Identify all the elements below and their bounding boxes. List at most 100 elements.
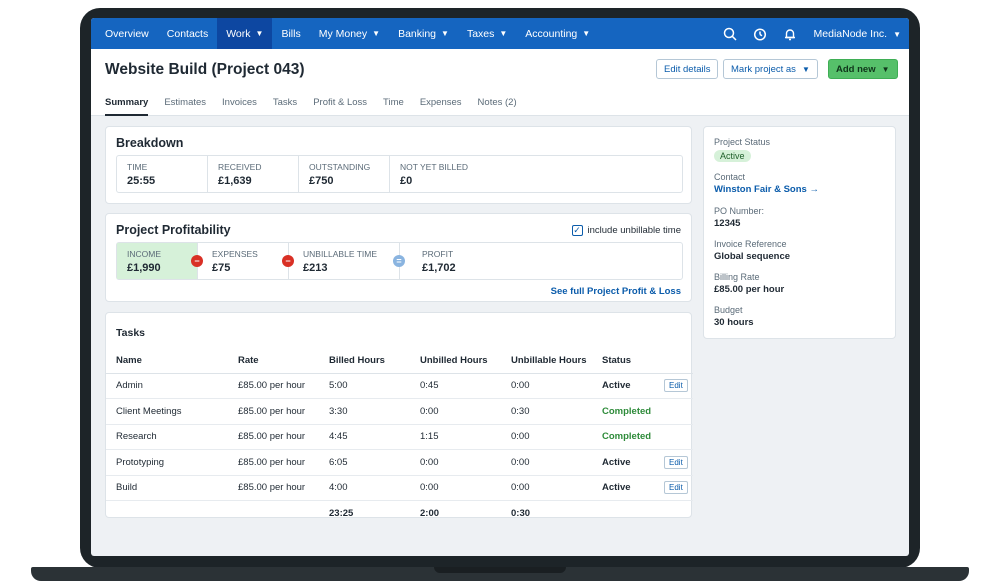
nav-label: My Money [318, 27, 368, 40]
task-billed: 4:00 [319, 475, 410, 501]
tab-estimates[interactable]: Estimates [164, 97, 207, 108]
total-empty [592, 501, 654, 527]
contact-link[interactable]: Winston Fair & Sons → [714, 184, 819, 195]
chevron-down-icon: ▼ [499, 29, 508, 38]
nav-label: Contacts [166, 27, 209, 40]
po-value: 12345 [714, 218, 741, 229]
col-unbilled-hours: Unbilled Hours [410, 348, 501, 374]
stat-label: Received [218, 162, 262, 172]
company-name: MediaNode Inc. [813, 27, 888, 40]
mark-project-label: Mark project as [731, 63, 796, 75]
col-name: Name [106, 348, 228, 374]
total-empty [654, 501, 693, 527]
tasks-title: Tasks [116, 327, 145, 339]
add-new-button[interactable]: Add new ▼ [828, 59, 898, 79]
minus-icon: − [191, 255, 203, 267]
task-billed: 6:05 [319, 449, 410, 476]
task-status: Completed [592, 398, 654, 425]
search-icon[interactable] [722, 26, 738, 42]
equals-icon: = [393, 255, 405, 267]
task-name: Build [106, 475, 228, 501]
tab-tasks[interactable]: Tasks [272, 97, 298, 108]
nav-label: Taxes [466, 27, 495, 40]
task-unbillable: 0:00 [501, 449, 592, 476]
breakdown-stats: Time 25:55 Received £1,639 Outstanding £… [116, 155, 683, 193]
include-unbillable-toggle[interactable]: ✓ include unbillable time [571, 225, 681, 236]
col-unbillable-hours: Unbillable Hours [501, 348, 592, 374]
task-actions [654, 398, 693, 425]
task-rate: £85.00 per hour [228, 373, 319, 399]
nav-accounting[interactable]: Accounting ▼ [516, 18, 599, 49]
stat-label: Unbillable time [303, 249, 378, 259]
billing-rate-value: £85.00 per hour [714, 284, 785, 295]
po-number: PO Number: 12345 [714, 206, 764, 229]
timer-icon[interactable] [752, 26, 768, 42]
company-menu[interactable]: MediaNode Inc. ▼ [814, 28, 901, 40]
stat-label: Income [127, 249, 161, 259]
nav-taxes[interactable]: Taxes ▼ [458, 18, 516, 49]
edit-task-button[interactable]: Edit [664, 481, 688, 495]
chevron-down-icon: ▼ [801, 64, 810, 74]
stat-label: Outstanding [309, 162, 371, 172]
nav-label: Work [226, 27, 251, 40]
task-status: Completed [592, 424, 654, 450]
contact: Contact Winston Fair & Sons → [714, 172, 819, 195]
nav-bills[interactable]: Bills [272, 18, 309, 49]
stat-value: £1,990 [127, 262, 161, 274]
nav-label: Bills [281, 27, 301, 40]
mark-project-button[interactable]: Mark project as ▼ [723, 59, 818, 79]
stat-label: Expenses [212, 249, 258, 259]
tab-expenses[interactable]: Expenses [419, 97, 462, 108]
tab-time[interactable]: Time [383, 97, 404, 108]
chevron-down-icon: ▼ [893, 29, 901, 39]
nav-label: Banking [398, 27, 437, 40]
nav-overview[interactable]: Overview [96, 18, 158, 49]
full-profit-loss-link[interactable]: See full Project Profit & Loss [550, 286, 681, 297]
task-unbillable: 0:00 [501, 475, 592, 501]
tab-summary[interactable]: Summary [105, 97, 149, 116]
include-unbillable-checkbox[interactable]: ✓ [571, 225, 583, 236]
edit-details-button[interactable]: Edit details [656, 59, 719, 79]
task-rate: £85.00 per hour [228, 424, 319, 450]
chevron-down-icon: ▼ [441, 29, 449, 38]
nav-banking[interactable]: Banking ▼ [389, 18, 458, 49]
nav-contacts[interactable]: Contacts [158, 18, 217, 49]
task-actions: Edit [654, 449, 693, 476]
edit-task-button[interactable]: Edit [664, 455, 688, 469]
tab-notes[interactable]: Notes (2) [477, 97, 517, 108]
col-billed-hours: Billed Hours [319, 348, 410, 374]
nav-work[interactable]: Work ▼ [217, 18, 273, 49]
col-rate: Rate [228, 348, 319, 374]
task-actions: Edit [654, 373, 693, 399]
profitability-title: Project Profitability [116, 223, 231, 237]
app-screen: Overview Contacts Work ▼ Bills My Money ▼ … [91, 18, 909, 556]
tab-profit-loss[interactable]: Profit & Loss [313, 97, 368, 108]
task-actions: Edit [654, 475, 693, 501]
table-row: Build £85.00 per hour 4:00 0:00 0:00 Act… [106, 475, 693, 501]
edit-task-button[interactable]: Edit [664, 379, 688, 393]
stat-profit: Profit £1,702 [400, 243, 682, 279]
stat-value: £0 [400, 175, 413, 187]
nav-my-money[interactable]: My Money ▼ [310, 18, 389, 49]
stat-value: £213 [303, 262, 328, 274]
project-details-sidebar: Project Status Active Contact Winston Fa… [703, 126, 896, 339]
nav-label: Overview [105, 27, 149, 40]
project-status: Project Status Active [714, 137, 770, 162]
task-unbillable: 0:00 [501, 373, 592, 399]
total-unbilled: 2:00 [420, 508, 440, 519]
page-title: Website Build (Project 043) [105, 61, 305, 78]
stat-time: Time 25:55 [117, 156, 208, 192]
nav-label: Accounting [525, 27, 578, 40]
tab-invoices[interactable]: Invoices [222, 97, 257, 108]
include-unbillable-label: include unbillable time [587, 225, 681, 236]
budget-value: 30 hours [714, 317, 754, 328]
bell-icon[interactable] [782, 26, 798, 42]
invoice-ref-label: Invoice Reference [714, 239, 787, 249]
total-empty [228, 501, 319, 527]
stat-label: Not yet billed [400, 162, 469, 172]
table-row: Client Meetings £85.00 per hour 3:30 0:0… [106, 398, 693, 425]
add-new-label: Add new [836, 63, 876, 75]
minus-icon: − [282, 255, 294, 267]
budget-label: Budget [714, 305, 743, 315]
stat-label: Profit [422, 249, 454, 259]
